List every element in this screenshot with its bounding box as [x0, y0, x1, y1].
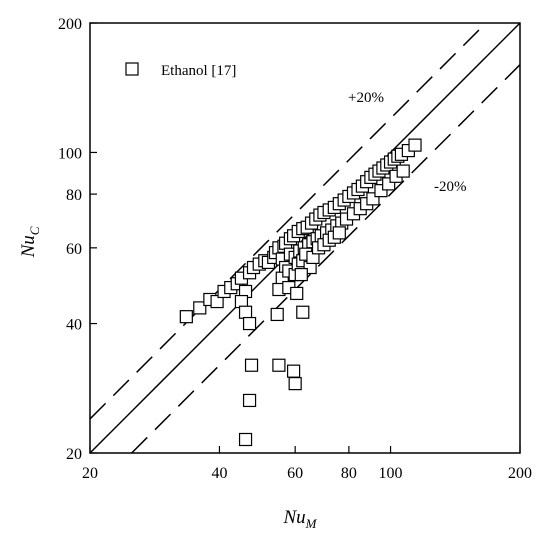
- data-point: [210, 294, 224, 309]
- plus-20-label: +20%: [348, 90, 384, 106]
- data-point: [272, 358, 286, 372]
- data-point: [290, 286, 304, 301]
- plot-frame: [89, 22, 521, 454]
- data-point: [244, 358, 259, 372]
- legend-marker: [125, 62, 139, 76]
- y-tick-label: 20: [66, 446, 82, 463]
- y-tick-label: 80: [66, 187, 82, 204]
- data-point: [396, 164, 410, 178]
- y-tick-label: 40: [66, 317, 82, 334]
- data-point: [193, 301, 207, 315]
- data-point: [288, 377, 302, 391]
- data-point: [242, 393, 257, 408]
- data-point: [238, 305, 253, 319]
- axis-ticks: 20 40 60 80 100 200 20 40 60 80 100 200: [58, 16, 532, 482]
- y-tick-label: 100: [58, 145, 82, 162]
- parity-line: [89, 22, 521, 454]
- x-tick-label: 200: [508, 465, 532, 482]
- y-tick-label: 60: [66, 241, 82, 258]
- data-point: [270, 307, 284, 322]
- data-point: [286, 364, 301, 378]
- data-point: [408, 138, 422, 152]
- y-axis-title: NuC: [18, 226, 42, 258]
- data-point: [242, 316, 257, 331]
- x-axis-title-main: Nu: [282, 507, 305, 528]
- data-point: [238, 432, 253, 447]
- legend-label: Ethanol [17]: [161, 63, 236, 79]
- data-point: [332, 226, 346, 240]
- y-axis-title-main: Nu: [18, 235, 39, 258]
- x-tick-label: 80: [341, 465, 357, 482]
- x-axis-title-sub: M: [305, 516, 318, 531]
- data-point: [296, 305, 310, 319]
- minus-20-label: -20%: [434, 179, 467, 195]
- x-tick-label: 40: [211, 465, 227, 482]
- plus-20-line: [89, 22, 487, 420]
- minus-20-line: [131, 64, 521, 454]
- x-tick-label: 100: [379, 465, 403, 482]
- data-points: [179, 138, 422, 447]
- data-point: [294, 267, 308, 282]
- x-tick-label: 20: [82, 465, 98, 482]
- reference-lines: [89, 22, 521, 454]
- legend: Ethanol [17]: [125, 62, 236, 79]
- data-point: [179, 310, 193, 324]
- x-axis-title: NuM: [282, 507, 317, 531]
- y-tick-label: 200: [58, 16, 82, 33]
- x-tick-label: 60: [287, 465, 303, 482]
- y-axis-title-sub: C: [27, 226, 42, 235]
